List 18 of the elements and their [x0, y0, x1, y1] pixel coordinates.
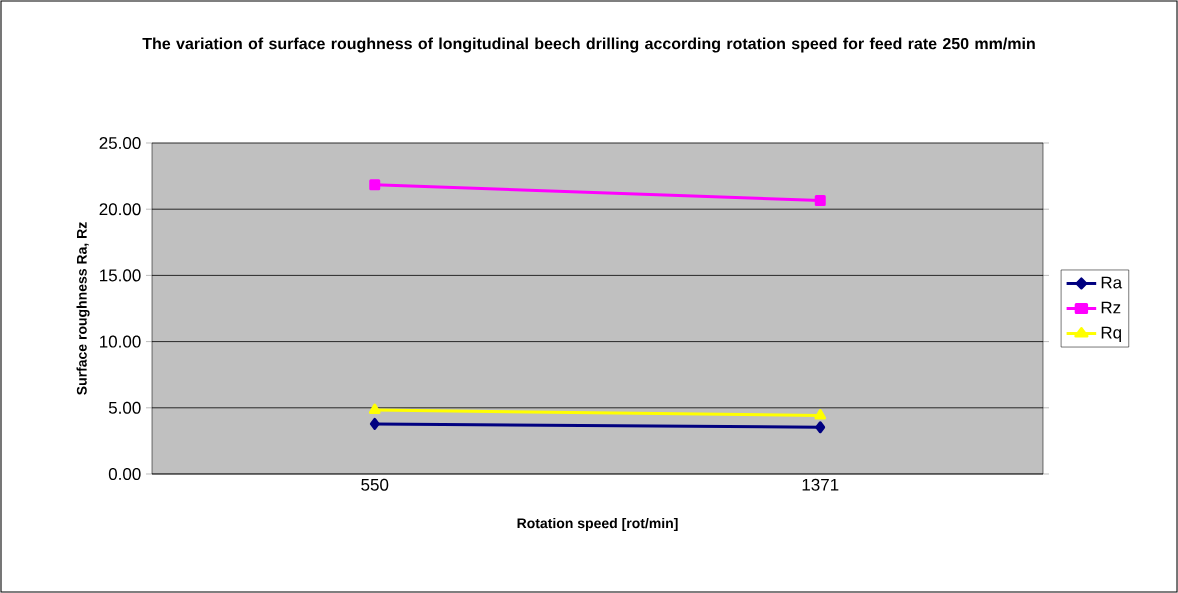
point — [814, 195, 826, 207]
y-tick-label: 5.00 — [108, 401, 141, 414]
x-axis-title: Rotation speed [rot/min] — [517, 517, 678, 531]
legend-label: Rq — [1101, 326, 1121, 342]
legend-label: Ra — [1101, 276, 1123, 289]
point — [369, 417, 380, 430]
point — [815, 421, 826, 434]
x-tick-label: 550 — [361, 478, 389, 491]
y-tick-label: 10.00 — [100, 335, 141, 348]
x-tick-label: 1371 — [802, 478, 839, 491]
y-tick-label: 15.00 — [100, 269, 141, 282]
y-tick-label: 0.00 — [108, 467, 141, 481]
legend-label: Rz — [1101, 301, 1121, 314]
y-axis-title: Surface roughness Ra, Rz — [76, 222, 90, 395]
point — [369, 179, 381, 191]
chart-title: The variation of surface roughness of longitudinal beech drilling according rotation speed for feed rate 250 mm/min — [142, 37, 1035, 53]
y-tick-label: 25.00 — [99, 136, 141, 150]
y-tick-label: 20.00 — [99, 203, 141, 216]
